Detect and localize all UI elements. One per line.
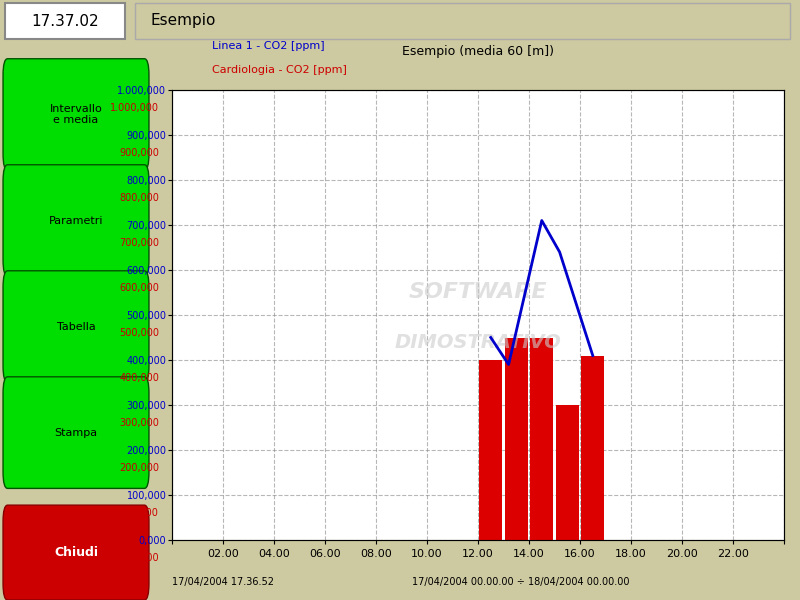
Text: Tabella: Tabella xyxy=(57,322,95,332)
FancyBboxPatch shape xyxy=(3,377,149,488)
FancyBboxPatch shape xyxy=(3,505,149,600)
Text: DIMOSTRATIVO: DIMOSTRATIVO xyxy=(394,332,562,352)
Text: 900,000: 900,000 xyxy=(119,148,159,158)
Text: 300,000: 300,000 xyxy=(119,418,159,428)
FancyBboxPatch shape xyxy=(5,3,125,39)
Text: 17.37.02: 17.37.02 xyxy=(31,13,99,28)
Text: Intervallo
e media: Intervallo e media xyxy=(50,104,102,125)
Text: 800,000: 800,000 xyxy=(119,193,159,203)
Text: 0,000: 0,000 xyxy=(132,553,159,563)
Text: 700,000: 700,000 xyxy=(119,238,159,248)
FancyBboxPatch shape xyxy=(3,271,149,382)
Text: SOFTWARE: SOFTWARE xyxy=(409,283,547,302)
Text: 1.000,000: 1.000,000 xyxy=(110,103,159,113)
Bar xyxy=(505,337,528,540)
FancyBboxPatch shape xyxy=(135,3,790,39)
Text: 400,000: 400,000 xyxy=(119,373,159,383)
Text: 100,000: 100,000 xyxy=(119,508,159,518)
Text: 17/04/2004 17.36.52: 17/04/2004 17.36.52 xyxy=(172,577,274,587)
Text: Linea 1 - CO2 [ppm]: Linea 1 - CO2 [ppm] xyxy=(212,41,325,51)
Text: Stampa: Stampa xyxy=(54,428,98,437)
Bar xyxy=(556,405,578,540)
Text: Chiudi: Chiudi xyxy=(54,546,98,559)
Text: 17/04/2004 00.00.00 ÷ 18/04/2004 00.00.00: 17/04/2004 00.00.00 ÷ 18/04/2004 00.00.0… xyxy=(412,577,630,587)
Text: 600,000: 600,000 xyxy=(119,283,159,293)
Text: 500,000: 500,000 xyxy=(119,328,159,338)
Text: Cardiologia - CO2 [ppm]: Cardiologia - CO2 [ppm] xyxy=(212,65,347,75)
FancyBboxPatch shape xyxy=(3,165,149,277)
Text: 200,000: 200,000 xyxy=(119,463,159,473)
Text: Parametri: Parametri xyxy=(49,215,103,226)
FancyBboxPatch shape xyxy=(3,59,149,170)
Bar xyxy=(530,337,554,540)
Bar xyxy=(582,355,604,540)
Bar xyxy=(479,360,502,540)
Text: Esempio: Esempio xyxy=(150,13,215,28)
Title: Esempio (media 60 [m]): Esempio (media 60 [m]) xyxy=(402,45,554,58)
